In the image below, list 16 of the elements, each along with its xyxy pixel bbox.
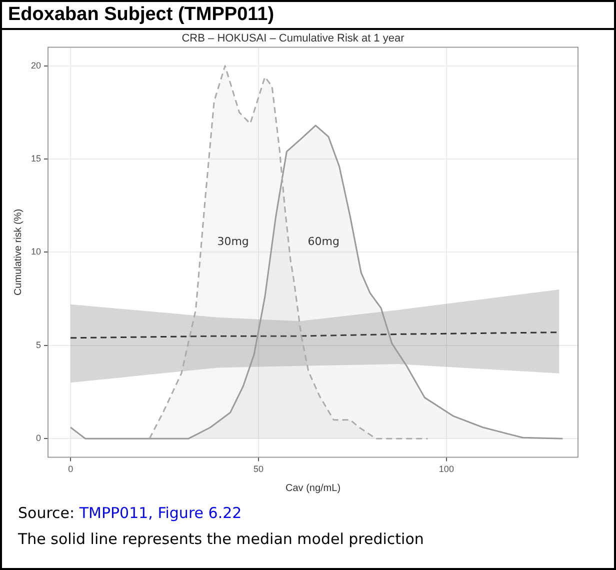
y-tick-label: 10 [30,246,42,257]
y-tick-label: 20 [30,60,42,70]
chart-title: CRB – HOKUSAI – Cumulative Risk at 1 year [182,32,405,45]
x-tick-label: 100 [438,464,454,474]
y-tick-label: 15 [30,154,42,164]
text: The solid line represents the median model prediction [17,529,425,550]
text: Edoxaban Subject (TMPP011) [2,2,614,30]
x-axis-title: Cav (ng/mL) [286,482,341,494]
series-label: 60mg [308,235,340,248]
y-tick-label: 5 [36,340,42,350]
x-tick-label: 0 [68,464,74,474]
y-axis-title: Cumulative risk (%) [12,208,24,296]
x-tick-label: 50 [253,464,264,474]
series-label: 30mg [217,235,249,248]
source-note: Source: TMPP011, Figure 6.22 [17,503,243,524]
y-tick-label: 0 [36,433,42,444]
